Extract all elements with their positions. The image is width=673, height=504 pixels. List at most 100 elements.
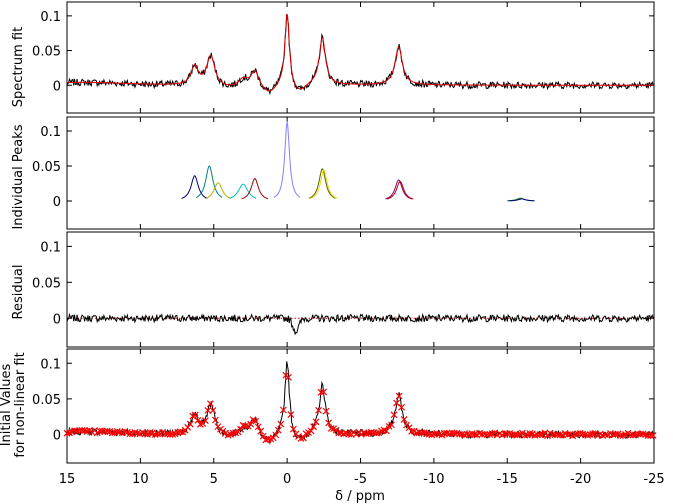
initial-value-marker [242, 422, 250, 430]
y-tick-label: 0.05 [32, 45, 61, 60]
initial-value-marker [521, 431, 529, 439]
initial-value-marker [373, 429, 380, 437]
initial-value-marker [423, 430, 431, 438]
initial-value-marker [103, 427, 111, 435]
x-tick-label: -20 [570, 472, 591, 487]
axes-box-2 [66, 116, 655, 230]
initial-value-marker [264, 435, 272, 443]
initial-value-marker [450, 429, 458, 437]
peak-curve [241, 178, 269, 200]
panel-3-ylabel: Residual [11, 265, 26, 320]
initial-value-marker [113, 428, 121, 435]
initial-value-marker [315, 406, 322, 414]
initial-value-marker [576, 429, 584, 437]
residual-panel: Residual 0 0.05 0.1 [11, 231, 655, 348]
initial-value-marker [405, 424, 413, 432]
peak-curve [181, 175, 208, 199]
residual-line [66, 312, 655, 336]
initial-value-marker [254, 423, 262, 431]
axes-box-1 [66, 1, 655, 114]
panel-1-ylabel: Spectrum fit [11, 27, 26, 107]
initial-value-marker [383, 427, 390, 435]
initial-value-marker [237, 425, 245, 433]
initial-value-marker [589, 430, 597, 438]
axes-box-4 [66, 348, 655, 464]
initial-value-marker [526, 430, 534, 437]
initial-value-marker [310, 423, 317, 431]
initial-value-marker [400, 416, 408, 423]
initial-value-marker [390, 411, 398, 419]
x-tick-label: 0 [283, 472, 291, 487]
initial-value-marker [612, 430, 619, 438]
panel-4-ylabel-line-1: Initial Values [0, 363, 14, 446]
initial-value-marker [146, 429, 154, 436]
peak-curve [508, 198, 535, 202]
initial-value-marker [141, 430, 149, 438]
peak-curve [204, 182, 232, 200]
peak-curve [386, 180, 414, 200]
initial-value-marker [63, 429, 71, 437]
initial-value-marker [169, 430, 177, 438]
individual-peaks-panel: Individual Peaks 0 0.05 0.1 [11, 116, 655, 230]
x-tick-label: -25 [643, 472, 664, 487]
initial-value-marker [564, 431, 572, 439]
initial-value-marker [272, 431, 280, 439]
initial-value-marker [229, 429, 237, 437]
y-tick-label: 0.1 [40, 357, 61, 372]
initial-value-marker [307, 427, 315, 435]
spectrum-line [66, 14, 655, 96]
peak-curve [195, 165, 223, 198]
initial-value-marker [398, 403, 406, 411]
initial-value-marker [287, 411, 295, 418]
initial-value-marker [362, 430, 370, 438]
peak-curve [273, 120, 301, 198]
initial-value-marker [204, 406, 212, 414]
initial-value-marker [247, 420, 255, 428]
initial-value-marker [320, 388, 328, 396]
initial-values-panel: Initial Values for non-linear fit δ / pp… [0, 348, 665, 504]
initial-value-marker [634, 430, 642, 438]
initial-value-marker [259, 432, 267, 440]
x-tick-label: -5 [354, 472, 367, 487]
initial-value-marker [289, 425, 297, 433]
x-tick-label: 5 [210, 472, 218, 487]
x-tick-label: -10 [423, 472, 444, 487]
initial-value-marker [468, 430, 476, 438]
initial-value-marker [126, 430, 134, 438]
initial-value-marker [317, 388, 325, 396]
x-axis-label: δ / ppm [335, 489, 385, 504]
initial-value-marker [629, 431, 637, 439]
initial-value-marker [300, 434, 307, 442]
initial-value-marker [627, 431, 634, 439]
y-tick-label: 0.05 [32, 276, 61, 291]
y-tick-label: 0.05 [32, 393, 61, 408]
initial-value-marker [76, 427, 84, 434]
peak-curve [308, 168, 336, 199]
y-tick-label: 0 [53, 312, 61, 327]
y-tick-label: 0.1 [40, 125, 61, 140]
peak-curve [310, 169, 338, 199]
fit-line [67, 14, 654, 92]
initial-value-marker [370, 429, 378, 437]
initial-value-marker [201, 417, 209, 425]
initial-value-marker [191, 411, 199, 419]
initial-value-marker [327, 424, 335, 432]
initial-value-marker [274, 426, 282, 434]
initial-value-marker [408, 427, 416, 435]
initial-value-marker [549, 431, 556, 438]
initial-value-marker [395, 392, 403, 400]
initial-value-marker [212, 416, 219, 424]
y-tick-label: 0 [53, 429, 61, 444]
initial-value-marker [194, 416, 202, 424]
peak-curve [385, 179, 412, 200]
peak-curve [229, 183, 257, 199]
initial-value-marker [335, 429, 343, 437]
panel-2-ylabel: Individual Peaks [11, 124, 26, 229]
initial-value-marker [345, 430, 353, 438]
initial-value-marker [154, 430, 161, 438]
initial-value-marker [257, 427, 265, 435]
initial-value-marker [556, 431, 564, 439]
initial-value-marker [649, 431, 657, 439]
initial-value-marker [176, 428, 184, 436]
